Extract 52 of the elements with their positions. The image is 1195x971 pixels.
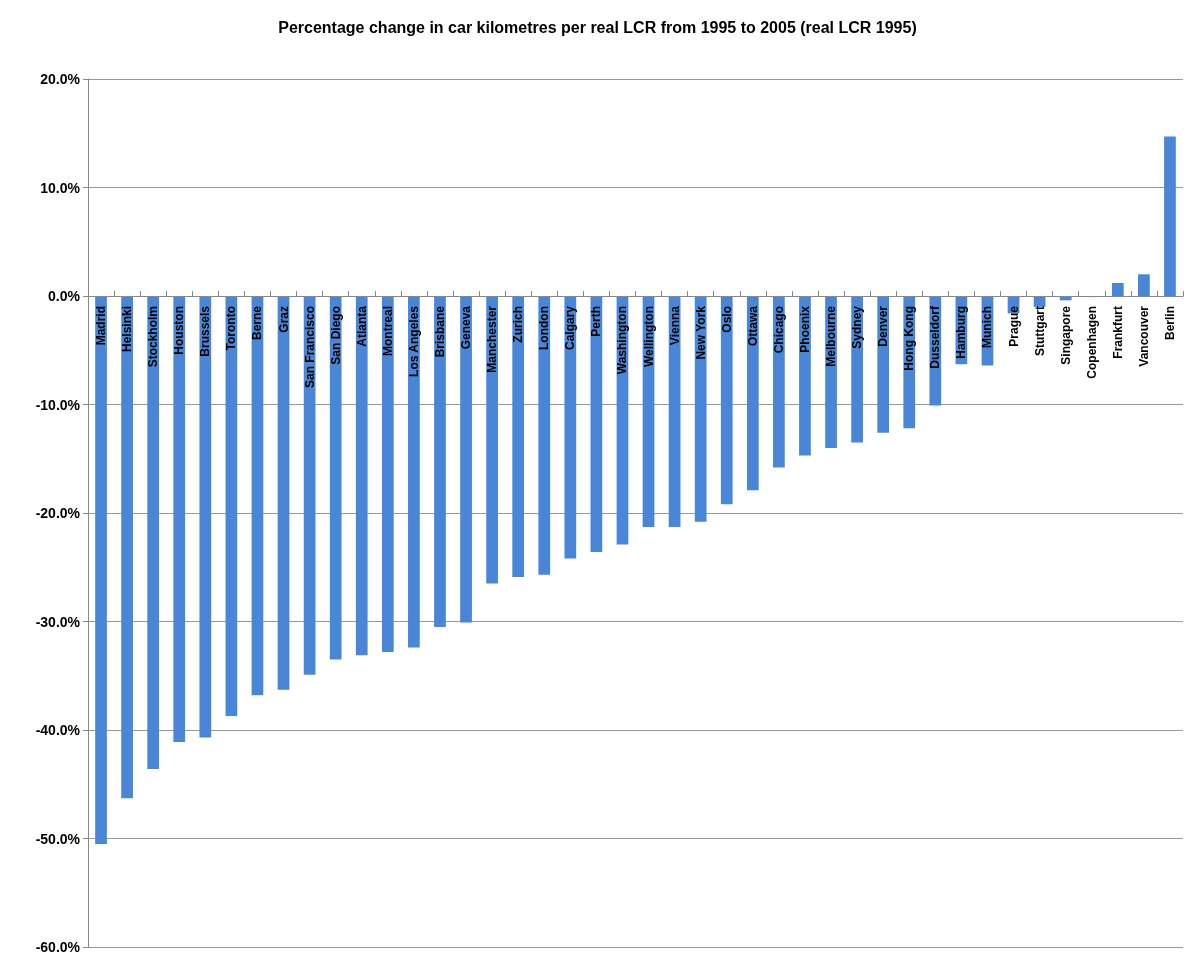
x-tick-label: New York xyxy=(693,305,708,360)
x-tick-label: Geneva xyxy=(459,305,474,350)
x-tick-label: London xyxy=(537,306,552,350)
x-tick-label: Graz xyxy=(276,306,291,333)
y-tick-label: 20.0% xyxy=(40,71,81,87)
x-tick-label: Berlin xyxy=(1162,306,1177,341)
y-tick-label: -40.0% xyxy=(35,722,81,738)
x-tick-label: Singapore xyxy=(1058,305,1073,365)
x-tick-label: Hamburg xyxy=(954,306,969,359)
x-tick-label: Washington xyxy=(615,306,630,375)
x-tick-label: Montreal xyxy=(380,306,395,357)
x-tick-label: Zurich xyxy=(511,306,526,343)
x-tick-label: Ottawa xyxy=(745,305,760,347)
x-tick-label: Sydney xyxy=(850,305,865,349)
x-tick-label: Berne xyxy=(250,305,265,341)
x-tick-label: Hong Kong xyxy=(902,306,917,371)
y-tick-label: -10.0% xyxy=(35,396,81,413)
y-tick-label: 0.0% xyxy=(48,288,81,304)
x-tick-label: Manchester xyxy=(485,305,500,373)
y-tick-label: -20.0% xyxy=(35,505,81,521)
x-tick-label: Copenhagen xyxy=(1084,306,1099,379)
x-tick-label: Perth xyxy=(589,306,604,337)
x-tick-label: Melbourne xyxy=(824,305,839,367)
x-tick-label: Prague xyxy=(1006,305,1021,347)
x-tick-label: Denver xyxy=(876,305,891,347)
x-tick-label: Toronto xyxy=(224,306,239,351)
x-tick-label: Houston xyxy=(172,306,187,355)
x-tick-label: Munich xyxy=(980,306,995,348)
x-tick-label: Vienna xyxy=(667,305,682,346)
x-tick-label: Helsinki xyxy=(120,306,135,353)
y-tick-label: -50.0% xyxy=(35,830,81,847)
x-tick-label: Frankfurt xyxy=(1110,306,1125,359)
x-tick-label: Atlanta xyxy=(354,305,369,347)
chart-title: Percentage change in car kilometres per real LCR from 1995 to 2005 (real LCR 1995) xyxy=(278,18,917,36)
x-tick-label: Wellington xyxy=(641,306,656,368)
x-tick-label: Brisbane xyxy=(432,305,447,358)
y-tick-label: 10.0% xyxy=(40,179,81,196)
x-tick-label: Dusseldorf xyxy=(928,305,943,369)
x-tick-label: Vancouver xyxy=(1136,305,1151,367)
x-tick-label: Calgary xyxy=(563,305,578,351)
x-tick-label: Chicago xyxy=(771,306,786,354)
x-tick-label: San Diego xyxy=(328,306,343,365)
y-tick-label: -60.0% xyxy=(35,939,81,955)
x-tick-label: Los Angeles xyxy=(406,305,421,377)
x-tick-label: Brussels xyxy=(198,305,213,357)
x-tick-label: Stockholm xyxy=(146,306,161,368)
x-tick-label: Phoenix xyxy=(797,305,812,353)
x-tick-label: Stuttgart xyxy=(1032,306,1047,356)
y-tick-label: -30.0% xyxy=(35,613,81,630)
x-tick-label: Madrid xyxy=(94,306,109,346)
x-tick-label: San Francisco xyxy=(302,306,317,389)
x-tick-label: Oslo xyxy=(719,306,734,333)
